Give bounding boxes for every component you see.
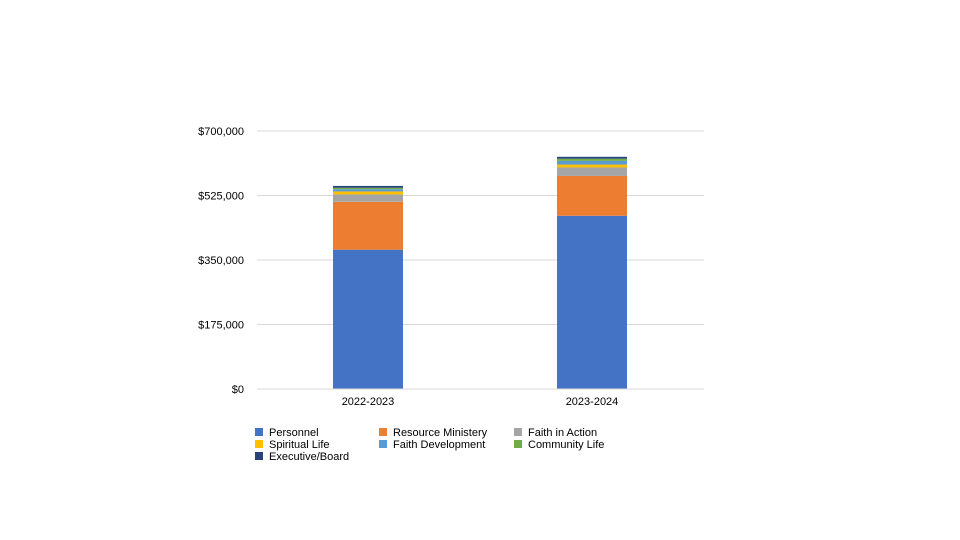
legend-swatch: [379, 440, 387, 448]
bar-segment-spiritual-life-2023-2024: [557, 164, 627, 168]
bar-segment-spiritual-life-2022-2023: [333, 191, 403, 195]
x-tick-label: 2022-2023: [342, 396, 395, 408]
bar-segment-faith-development-2023-2024: [557, 160, 627, 165]
legend-label: Executive/Board: [269, 451, 349, 463]
bar-segment-community-life-2022-2023: [333, 187, 403, 190]
legend-swatch: [514, 440, 522, 448]
legend-label: Community Life: [528, 439, 604, 451]
y-tick-label: $0: [232, 384, 244, 396]
y-tick-label: $525,000: [198, 191, 244, 203]
legend-item-community-life: Community Life: [514, 439, 604, 451]
legend-label: Personnel: [269, 427, 319, 439]
bar-segment-executive-board-2022-2023: [333, 185, 403, 188]
y-tick-label: $175,000: [198, 320, 244, 332]
legend-item-faith-development: Faith Development: [379, 439, 485, 451]
bar-segment-personnel-2022-2023: [333, 249, 403, 389]
legend-label: Faith in Action: [528, 427, 597, 439]
bar-segment-faith-in-action-2023-2024: [557, 167, 627, 176]
legend-swatch: [514, 428, 522, 436]
x-tick-label: 2023-2024: [566, 396, 619, 408]
bar-segment-personnel-2023-2024: [557, 215, 627, 389]
y-tick-label: $700,000: [198, 126, 244, 138]
bar-segment-executive-board-2023-2024: [557, 156, 627, 159]
legend-swatch: [255, 428, 263, 436]
legend-swatch: [255, 452, 263, 460]
legend-item-resource-ministery: Resource Ministery: [379, 427, 488, 439]
legend-item-faith-in-action: Faith in Action: [514, 427, 597, 439]
legend-item-personnel: Personnel: [255, 427, 319, 439]
y-axis-tick-labels: $0 $175,000 $350,000 $525,000 $700,000: [198, 126, 244, 396]
legend-label: Faith Development: [393, 439, 485, 451]
bar-segment-faith-in-action-2022-2023: [333, 194, 403, 202]
legend-swatch: [379, 428, 387, 436]
legend-item-spiritual-life: Spiritual Life: [255, 439, 330, 451]
legend-label: Resource Ministery: [393, 427, 488, 439]
bar-segment-community-life-2023-2024: [557, 158, 627, 161]
legend-swatch: [255, 440, 263, 448]
bar-segment-faith-development-2022-2023: [333, 189, 403, 192]
bar-segment-resource-ministery-2023-2024: [557, 175, 627, 216]
y-tick-label: $350,000: [198, 255, 244, 267]
legend-label: Spiritual Life: [269, 439, 330, 451]
gridlines: [257, 130, 704, 325]
legend: Personnel Resource Ministery Faith in Acti…: [255, 427, 604, 463]
bar-segment-resource-ministery-2022-2023: [333, 201, 403, 250]
legend-item-executive-board: Executive/Board: [255, 451, 349, 463]
bars: [333, 156, 627, 389]
x-axis-tick-labels: 2022-2023 2023-2024: [342, 396, 619, 408]
